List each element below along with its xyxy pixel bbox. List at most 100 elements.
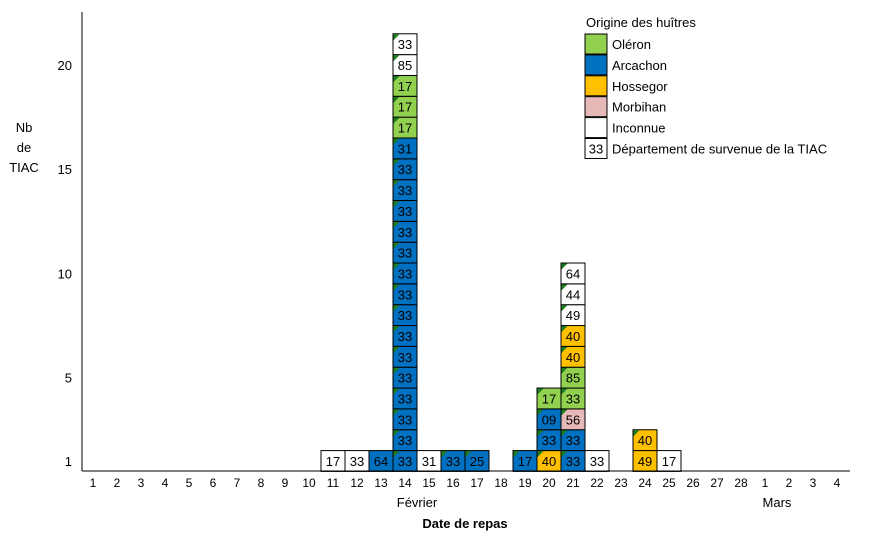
department-label: 33 [566, 391, 580, 406]
case-box-inconnue [560, 262, 586, 285]
department-label: 33 [398, 433, 412, 448]
department-label: 33 [398, 371, 412, 386]
comment-marker-icon [513, 451, 520, 458]
department-label: 44 [566, 287, 580, 302]
x-tick-label: 8 [258, 476, 265, 490]
legend-title: Origine des huîtres [586, 15, 696, 30]
x-tick-label: 25 [662, 476, 676, 490]
x-tick-label: 21 [566, 476, 580, 490]
department-label: 33 [398, 412, 412, 427]
day-column-17: 25 [464, 450, 490, 472]
legend-item-department: 33 Département de survenue de la TIAC [584, 138, 827, 159]
comment-marker-icon [561, 326, 568, 333]
comment-marker-icon [561, 263, 568, 270]
legend-swatch [584, 75, 608, 97]
x-tick-label: 3 [138, 476, 145, 490]
x-tick-label: 2 [114, 476, 121, 490]
department-label: 56 [566, 412, 580, 427]
legend-label: Département de survenue de la TIAC [612, 142, 827, 157]
department-label: 40 [566, 350, 580, 365]
department-label: 33 [398, 162, 412, 177]
comment-marker-icon [393, 284, 400, 291]
x-tick-label: 19 [518, 476, 532, 490]
y-axis-title-line: TIAC [9, 160, 39, 175]
department-label: 17 [662, 454, 676, 469]
comment-marker-icon [561, 388, 568, 395]
comment-marker-icon [393, 367, 400, 374]
comment-marker-icon [393, 221, 400, 228]
department-label: 64 [566, 266, 580, 281]
comment-marker-icon [393, 263, 400, 270]
x-tick-label: 6 [210, 476, 217, 490]
x-tick-label: 4 [162, 476, 169, 490]
legend-swatch [584, 138, 608, 159]
comment-marker-icon [561, 367, 568, 374]
x-tick-label: 20 [542, 476, 556, 490]
day-column-11: 17 [320, 450, 346, 472]
day-column-21: 33 33 56 33 85 40 40 49 44 64 [560, 262, 586, 472]
day-column-19: 17 [512, 450, 538, 472]
comment-marker-icon [537, 388, 544, 395]
legend-swatch [584, 54, 608, 76]
department-label: 33 [398, 329, 412, 344]
department-label: 33 [350, 454, 364, 469]
department-label: 33 [398, 350, 412, 365]
y-tick-label: 5 [65, 371, 72, 386]
department-label: 31 [422, 454, 436, 469]
department-label: 25 [470, 454, 484, 469]
x-tick-label: 10 [302, 476, 316, 490]
comment-marker-icon [393, 201, 400, 207]
department-label: 33 [398, 391, 412, 406]
y-tick-label: 10 [58, 266, 72, 281]
x-tick-label: 18 [494, 476, 508, 490]
legend-item-oleron: Oléron [584, 33, 651, 55]
department-label: 40 [566, 329, 580, 344]
comment-marker-icon [561, 305, 568, 312]
comment-marker-icon [561, 451, 568, 458]
x-tick-label: 23 [614, 476, 628, 490]
day-column-16: 33 [440, 450, 466, 472]
comment-marker-icon [393, 409, 400, 416]
legend-label: Morbihan [612, 100, 666, 115]
case-boxes: 17 33 64 33 33 33 33 33 33 33 33 33 33 33 33 33 33 33 31 17… [320, 33, 682, 472]
comment-marker-icon [465, 451, 472, 458]
comment-marker-icon [561, 430, 568, 437]
comment-marker-icon [393, 430, 400, 437]
y-axis-title-line: de [17, 140, 31, 155]
x-tick-label: 26 [686, 476, 700, 490]
legend-label: Oléron [612, 37, 651, 52]
x-tick-label: 5 [186, 476, 193, 490]
x-tick-label: 22 [590, 476, 604, 490]
x-tick-label: 11 [327, 476, 340, 490]
department-label: 49 [566, 308, 580, 323]
x-tick-label: 9 [282, 476, 289, 490]
department-label: 17 [398, 79, 412, 94]
x-tick-label: 1 [762, 476, 769, 490]
legend-swatch [584, 33, 608, 55]
x-tick-label: 2 [786, 476, 793, 490]
comment-marker-icon [633, 430, 640, 437]
comment-marker-icon [393, 138, 400, 145]
x-tick-label: 24 [638, 476, 652, 490]
legend-item-inconnue: Inconnue [584, 117, 666, 139]
department-label: 33 [398, 308, 412, 323]
comment-marker-icon [393, 305, 400, 312]
comment-marker-icon [561, 284, 568, 291]
department-label: 17 [518, 454, 532, 469]
comment-marker-icon [393, 117, 400, 124]
x-tick-label: 16 [446, 476, 460, 490]
comment-marker-icon [537, 451, 544, 458]
department-label: 17 [398, 100, 412, 115]
comment-marker-icon [393, 346, 400, 353]
x-tick-label: 1 [90, 476, 97, 490]
comment-marker-icon [393, 159, 400, 166]
day-column-15: 31 [416, 450, 442, 472]
month-label: Février [397, 495, 438, 510]
day-column-25: 17 [656, 450, 682, 472]
comment-marker-icon [537, 409, 544, 416]
x-tick-label: 13 [374, 476, 388, 490]
department-label: 33 [398, 37, 412, 52]
comment-marker-icon [393, 242, 400, 249]
day-column-13: 64 [368, 450, 394, 472]
